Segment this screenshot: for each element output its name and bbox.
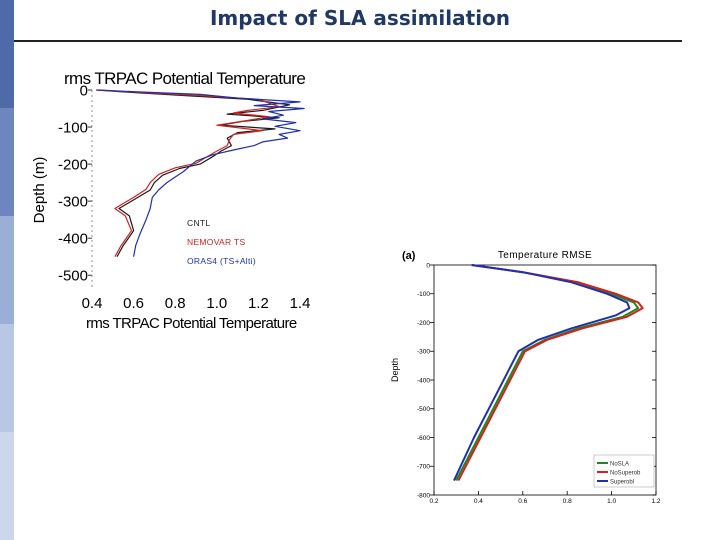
x-tick-label: 0.4 (474, 498, 483, 505)
legend-label: NoSuperob (610, 471, 641, 477)
y-tick-label: -200 (58, 156, 88, 173)
sidebar-band (0, 216, 14, 324)
legend-label: Superobl (610, 480, 634, 486)
x-tick-label: 0.6 (518, 498, 527, 505)
series-line (455, 264, 640, 482)
chart-title: Temperature RMSE (498, 250, 592, 261)
x-tick-label: 0.8 (563, 498, 572, 505)
trpac-temperature-chart: 0 -100 -200 -300 -400 -500 0.4 0.6 0.8 1.0 1.2 1.4 r… (31, 69, 311, 332)
x-tick-label: 1.2 (651, 498, 660, 505)
y-tick-label: -200 (417, 320, 430, 327)
legend-label: NEMOVAR TS (187, 237, 245, 247)
series-line (96, 89, 280, 257)
x-tick-label: 0.4 (82, 295, 103, 312)
y-tick-label: -400 (417, 377, 430, 384)
x-axis-label: rms TRPAC Potential Temperature (86, 315, 297, 332)
y-tick-label: -300 (58, 193, 88, 210)
sidebar-band (0, 0, 14, 108)
y-tick-label: -100 (417, 291, 430, 298)
legend-label: ORAS4 (TS+Alti) (187, 256, 256, 266)
slide-title: Impact of SLA assimilation (209, 6, 511, 30)
legend-label: CNTL (187, 218, 210, 228)
series-line (453, 264, 631, 482)
title-divider (14, 40, 682, 42)
x-tick-label: 0.6 (123, 295, 144, 312)
y-tick-label: -600 (417, 435, 430, 442)
y-tick-label: -100 (58, 119, 88, 136)
chart-title: rms TRPAC Potential Temperature (64, 69, 305, 88)
y-axis-label: Depth (390, 358, 400, 382)
legend-label: NoSLA (610, 462, 629, 468)
y-tick-label: -500 (58, 267, 88, 284)
y-tick-label: 0 (80, 82, 88, 99)
x-tick-label: 1.4 (290, 295, 311, 312)
sidebar-band (0, 432, 14, 540)
y-tick-label: -700 (417, 464, 430, 471)
y-tick-label: -500 (417, 406, 430, 413)
sidebar-band (0, 324, 14, 432)
sidebar-decoration (0, 0, 14, 540)
series-line (96, 89, 291, 257)
series-line (98, 89, 305, 257)
x-tick-label: 0.8 (165, 295, 186, 312)
sidebar-band (0, 108, 14, 216)
y-tick-label: -800 (417, 492, 430, 499)
y-tick-label: 0 (426, 262, 430, 269)
x-tick-label: 0.2 (429, 498, 438, 505)
y-tick-label: -300 (417, 349, 430, 356)
panel-label: (a) (402, 250, 416, 262)
series-line (457, 264, 644, 482)
x-tick-label: 1.0 (607, 498, 616, 505)
x-tick-label: 1.0 (206, 295, 227, 312)
y-tick-label: -400 (58, 230, 88, 247)
x-tick-label: 1.2 (248, 295, 269, 312)
y-axis-label: Depth (m) (31, 157, 48, 224)
